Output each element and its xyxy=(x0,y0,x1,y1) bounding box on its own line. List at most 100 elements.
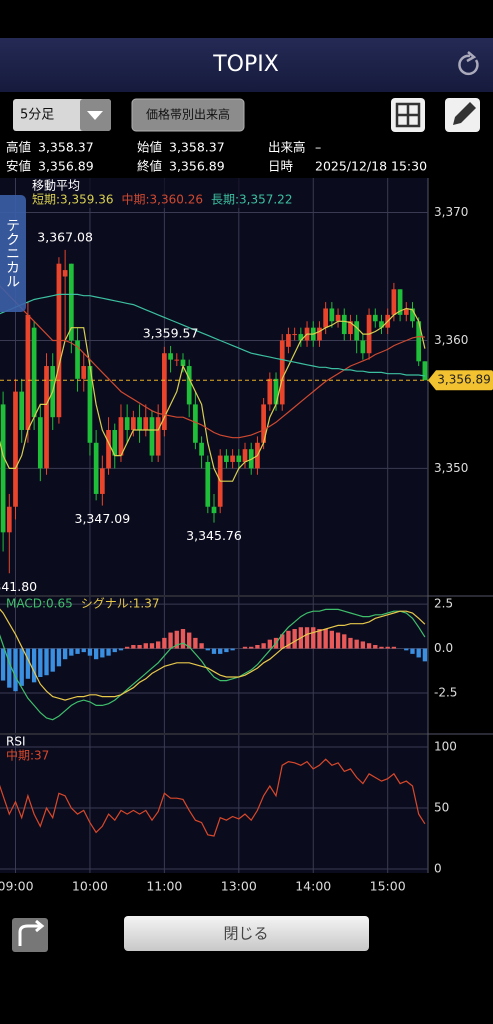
candle-body xyxy=(199,442,204,456)
series-line xyxy=(0,758,426,837)
price-info: 高値 3,358.37 始値 3,358.37 出来高 – 安値 3,356.8… xyxy=(6,140,427,174)
histogram-bar xyxy=(75,648,80,654)
y-tick-label: 2.5 xyxy=(434,597,453,611)
x-tick-label: 13:00 xyxy=(221,879,257,894)
histogram-bar xyxy=(7,648,12,688)
volume-button-label: 価格帯別出来高 xyxy=(146,107,230,122)
histogram-bar xyxy=(156,641,161,649)
price-annotation: 3,347.09 xyxy=(75,511,131,526)
histogram-bar xyxy=(174,630,179,649)
x-tick-label: 15:00 xyxy=(370,879,406,894)
refresh-icon[interactable] xyxy=(458,51,479,76)
candle-body xyxy=(341,314,347,335)
info-value: – xyxy=(315,140,321,155)
candle-body xyxy=(372,314,378,322)
histogram-bar xyxy=(56,648,62,667)
histogram-bar xyxy=(335,632,341,649)
technical-tab[interactable]: テクニカル xyxy=(0,195,26,312)
histogram-bar xyxy=(422,648,428,662)
candle-body xyxy=(236,455,242,462)
x-tick-label: 09:00 xyxy=(0,879,34,894)
histogram-bar xyxy=(366,643,372,649)
histogram-bar xyxy=(280,634,285,649)
series-line xyxy=(0,285,425,439)
price-annotation: 3,359.57 xyxy=(143,325,199,340)
candle-body xyxy=(143,417,149,430)
candle-body xyxy=(261,404,266,443)
legend-entry: MACD:0.65 xyxy=(6,597,73,611)
histogram-bar xyxy=(87,648,93,656)
candle-body xyxy=(31,327,37,418)
histogram-bar xyxy=(81,648,86,653)
histogram-bar xyxy=(342,634,347,649)
histogram-bar xyxy=(118,648,124,651)
histogram-bar xyxy=(69,648,74,656)
histogram-bar xyxy=(261,643,266,649)
candle-body xyxy=(37,417,43,469)
info-value: 3,356.89 xyxy=(169,159,225,174)
panel-macd xyxy=(0,597,428,733)
candle-body xyxy=(403,308,409,315)
volume-button[interactable] xyxy=(131,98,245,132)
candle-body xyxy=(286,334,291,347)
legend-entry: 短期:3,359.36 xyxy=(32,193,113,207)
histogram-bar xyxy=(131,645,136,649)
y-tick-label: -2.5 xyxy=(434,686,457,700)
histogram-bar xyxy=(38,648,43,677)
candle-body xyxy=(87,366,93,443)
candle-body xyxy=(6,506,12,533)
series-line xyxy=(0,608,426,701)
histogram-bar xyxy=(249,646,254,649)
candle-body xyxy=(93,442,99,494)
candle-body xyxy=(186,366,192,405)
candle-body xyxy=(81,366,87,379)
histogram-bar xyxy=(385,646,390,649)
candle-body xyxy=(62,270,68,277)
histogram-bar xyxy=(373,645,378,649)
y-tick-label: 0 xyxy=(434,861,442,875)
x-tick-label: 14:00 xyxy=(295,879,331,894)
panel-candlestick: 3,367.08 3,347.09 3,359.57 3,345.76 3,341.80 xyxy=(0,178,428,595)
y-tick-label: 0.0 xyxy=(434,641,453,655)
dropdown-arrow xyxy=(87,111,103,120)
candle-body xyxy=(44,366,49,469)
histogram-bar xyxy=(242,646,248,649)
candle-body xyxy=(174,359,180,361)
histogram-bar xyxy=(180,629,186,649)
price-annotation: 3,345.76 xyxy=(186,528,242,543)
y-tick-label: 50 xyxy=(434,800,449,814)
histogram-bar xyxy=(292,629,297,649)
layout-icon[interactable] xyxy=(391,98,425,132)
candle-body xyxy=(317,327,322,341)
draw-icon[interactable] xyxy=(445,98,480,132)
histogram-bar xyxy=(211,648,217,654)
candle-body xyxy=(292,334,297,336)
histogram-bar xyxy=(360,641,366,649)
macd-panel xyxy=(0,597,428,733)
candle-body xyxy=(360,340,366,354)
histogram-bar xyxy=(25,648,31,679)
dropdown-label: 5分足 xyxy=(20,108,54,123)
close-button[interactable] xyxy=(124,916,369,951)
interval-dropdown[interactable]: 5分足 xyxy=(13,99,111,131)
histogram-bar xyxy=(230,648,235,651)
candle-body xyxy=(131,417,136,430)
histogram-bar xyxy=(106,648,111,656)
candle-body xyxy=(410,308,415,322)
candle-body xyxy=(68,263,74,341)
legend-background xyxy=(28,178,298,208)
histogram-bar xyxy=(0,648,6,681)
x-tick-label: 11:00 xyxy=(146,879,182,894)
info-label: 日時 xyxy=(268,159,294,174)
header-bar xyxy=(0,38,493,92)
histogram-bar xyxy=(379,646,384,649)
candle-body xyxy=(397,289,403,315)
histogram-bar xyxy=(304,627,310,649)
histogram-bar xyxy=(193,637,198,649)
info-label: 高値 xyxy=(6,140,31,155)
panel-rsi xyxy=(0,735,428,873)
info-label: 始値 xyxy=(137,140,162,155)
histogram-bar xyxy=(19,648,24,686)
info-label: 終値 xyxy=(137,159,162,174)
back-icon[interactable] xyxy=(12,918,48,952)
